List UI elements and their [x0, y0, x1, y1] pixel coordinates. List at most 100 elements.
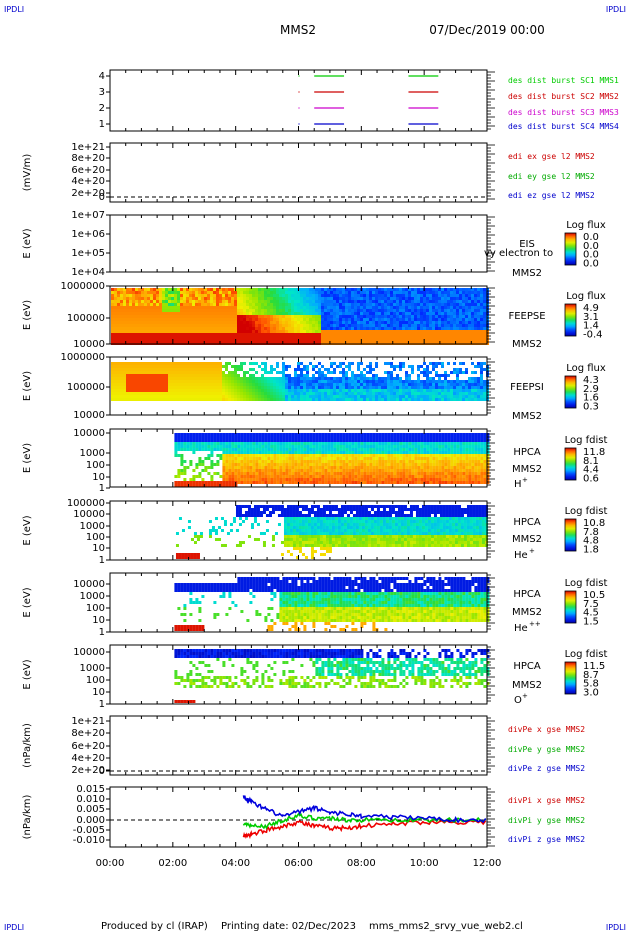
spectrogram-cell	[321, 336, 324, 339]
spectrogram-cell	[180, 333, 183, 336]
spectrogram-cell	[267, 380, 270, 383]
spectrogram-cell	[273, 297, 276, 300]
spectrogram-cell	[390, 303, 393, 306]
spectrogram-cell	[213, 330, 216, 333]
spectrogram-cell	[264, 291, 267, 294]
spectrogram-cell	[399, 365, 402, 368]
spectrogram-cell	[426, 380, 429, 383]
spectrogram-cell	[201, 392, 204, 395]
spectrogram-cell	[363, 339, 366, 342]
spectrogram-cell	[351, 374, 354, 377]
spectrogram-cell	[429, 315, 432, 318]
spectrogram-cell	[246, 297, 249, 300]
spectrogram-cell	[159, 368, 162, 371]
spectrogram-cell	[135, 386, 138, 389]
spectrogram-cell	[270, 386, 273, 389]
spectrogram-cell	[222, 374, 225, 377]
spectrogram-cell	[381, 312, 384, 315]
spectrogram-cell	[156, 306, 159, 309]
spectrogram-cell	[123, 365, 126, 368]
spectrogram-cell	[168, 336, 171, 339]
spectrogram-cell	[297, 333, 300, 336]
spectrogram-cell	[243, 312, 246, 315]
spectrogram-cell	[321, 374, 324, 377]
spectrogram-cell	[444, 300, 447, 303]
spectrogram-cell	[123, 386, 126, 389]
spectrogram-cell	[372, 324, 375, 327]
spectrogram-cell	[333, 380, 336, 383]
spectrogram-cell	[399, 333, 402, 336]
spectrogram-cell	[414, 336, 417, 339]
spectrogram-cell	[159, 309, 162, 312]
spectrogram-cell	[276, 309, 279, 312]
spectrogram-cell	[291, 330, 294, 333]
spectrogram-cell	[267, 463, 271, 466]
spectrogram-cell	[294, 445, 298, 448]
spectrogram-cell	[327, 377, 330, 380]
spectrogram-cell	[144, 288, 147, 291]
spectrogram-cell	[252, 433, 256, 436]
spectrogram-cell	[375, 318, 378, 321]
spectrogram-cell	[318, 288, 321, 291]
spectrogram-cell	[270, 469, 274, 472]
spectrogram-cell	[186, 309, 189, 312]
spectrogram-cell	[414, 297, 417, 300]
spectrogram-cell	[291, 451, 295, 454]
spectrogram-cell	[312, 318, 315, 321]
spectrogram-cell	[180, 457, 184, 460]
spectrogram-cell	[399, 324, 402, 327]
spectrogram-cell	[138, 362, 141, 365]
spectrogram-cell	[180, 460, 184, 463]
spectrogram-cell	[453, 309, 456, 312]
spectrogram-cell	[408, 395, 411, 398]
spectrogram-cell	[192, 330, 195, 333]
spectrogram-cell	[228, 436, 232, 439]
spectrogram-cell	[468, 327, 471, 330]
spectrogram-cell	[471, 312, 474, 315]
spectrogram-cell	[276, 377, 279, 380]
spectrogram-cell	[450, 380, 453, 383]
spectrogram-cell	[129, 339, 132, 342]
spectrogram-cell	[147, 371, 150, 374]
spectrogram-cell	[162, 365, 165, 368]
spectrogram-cell	[258, 297, 261, 300]
spectrogram-cell	[315, 297, 318, 300]
spectrogram-cell	[177, 309, 180, 312]
spectrogram-cell	[321, 300, 324, 303]
spectrogram-cell	[456, 291, 459, 294]
spectrogram-cell	[339, 324, 342, 327]
spectrogram-cell	[162, 374, 165, 377]
spectrogram-cell	[261, 324, 264, 327]
spectrogram-cell	[264, 460, 268, 463]
spectrogram-cell	[471, 362, 474, 365]
spectrogram-cell	[297, 327, 300, 330]
spectrogram-cell	[336, 294, 339, 297]
spectrogram-cell	[333, 309, 336, 312]
spectrogram-cell	[270, 324, 273, 327]
spectrogram-cell	[174, 368, 177, 371]
spectrogram-cell	[276, 312, 279, 315]
spectrogram-cell	[123, 339, 126, 342]
spectrogram-cell	[177, 436, 181, 439]
spectrogram-cell	[174, 315, 177, 318]
spectrogram-cell	[318, 383, 321, 386]
spectrogram-cell	[465, 389, 468, 392]
spectrogram-cell	[303, 374, 306, 377]
spectrogram-cell	[480, 368, 483, 371]
spectrogram-cell	[198, 475, 202, 478]
spectrogram-cell	[132, 386, 135, 389]
spectrogram-cell	[309, 300, 312, 303]
spectrogram-cell	[228, 389, 231, 392]
spectrogram-cell	[201, 460, 205, 463]
spectrogram-cell	[243, 380, 246, 383]
spectrogram-cell	[240, 321, 243, 324]
spectrogram-cell	[315, 469, 319, 472]
spectrogram-cell	[144, 324, 147, 327]
spectrogram-cell	[348, 309, 351, 312]
spectrogram-cell	[249, 374, 252, 377]
spectrogram-cell	[171, 389, 174, 392]
spectrogram-cell	[339, 395, 342, 398]
spectrogram-cell	[129, 315, 132, 318]
spectrogram-cell	[267, 297, 270, 300]
spectrogram-cell	[210, 448, 214, 451]
